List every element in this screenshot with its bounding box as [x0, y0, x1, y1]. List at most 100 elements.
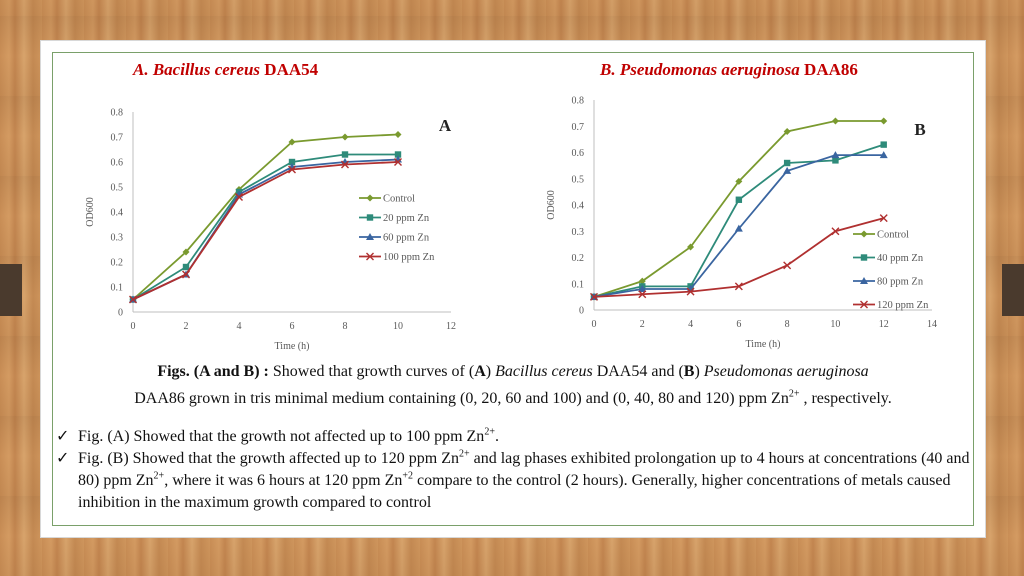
chart-b-legend-marker: [860, 277, 868, 284]
figure-caption: Figs. (A and B) : Showed that growth cur…: [56, 358, 970, 412]
bullet-superscript: 2+: [484, 426, 495, 438]
bullet-item-a: ✓ Fig. (A) Showed that the growth not af…: [56, 426, 970, 448]
chart-a-data-point: [235, 193, 243, 201]
chart-a-data-point: [182, 263, 190, 271]
chart-a-data-point: [288, 158, 296, 166]
chart-b-data-point: [734, 282, 743, 291]
left-edge-tab: [0, 264, 22, 316]
chart-b-y-tick-label: 0.8: [572, 96, 585, 107]
bullet-text: and lag phases exhibited prolongation up…: [78, 450, 970, 489]
chart-a-x-tick-label: 2: [184, 321, 189, 332]
bullet-text-b: Fig. (B) Showed that the growth affected…: [78, 448, 970, 514]
chart-b-legend-marker-stroke: [860, 300, 868, 309]
chart-b-data-point: [831, 151, 840, 159]
chart-b-data-point: [686, 287, 695, 296]
bullet-text: Fig. (B) Showed that the growth affected…: [78, 450, 459, 467]
caption-b-label: B: [683, 363, 695, 380]
chart-b-data-point: [831, 227, 840, 236]
chart-b-y-tick-label: 0.6: [572, 148, 585, 159]
chart-a-data-point: [341, 160, 349, 169]
chart-b-data-point: [638, 290, 647, 299]
chart-a-data-point: [394, 151, 402, 158]
chart-b-series-line: [593, 143, 884, 298]
chart-a-x-tick-label: 8: [343, 321, 348, 332]
chart-b-x-tick-label: 0: [592, 319, 597, 330]
chart-b-legend-label: 120 ppm Zn: [877, 300, 929, 311]
chart-b-y-tick-label: 0.3: [572, 227, 585, 238]
chart-b-data-point: [638, 277, 646, 285]
bullet-text: , where it was 6 hours at 120 ppm Zn: [164, 472, 403, 489]
chart-b-x-tick-label: 12: [879, 319, 889, 330]
chart-b-data-point-stroke: [831, 227, 840, 236]
bullet-superscript: 2+: [153, 470, 165, 482]
bullet-text-a: Fig. (A) Showed that the growth not affe…: [78, 426, 499, 448]
slide-frame: [52, 52, 974, 526]
chart-a-data-point: [288, 138, 296, 146]
chart-b-y-tick-label: 0.1: [572, 279, 585, 290]
bullet-text: Fig. (A) Showed that the growth not affe…: [78, 428, 485, 445]
chart-b-data-point: [832, 157, 839, 164]
caption-lead: Figs. (A and B) :: [157, 363, 269, 380]
chart-a-data-point-stroke: [394, 158, 402, 166]
checkmark-icon: ✓: [56, 428, 70, 445]
chart-b-x-axis-label: Time (h): [746, 339, 781, 350]
bullet-superscript: 2+: [458, 448, 470, 460]
chart-b-data-point: [783, 128, 791, 135]
chart-b-legend-label: Control: [877, 230, 909, 241]
chart-a-legend-marker: [366, 252, 374, 261]
chart-b-data-point: [879, 151, 888, 159]
chart-b-title-strain: DAA86: [804, 60, 858, 79]
caption-a-label: A: [474, 363, 486, 380]
chart-b-y-tick-label: 0.2: [572, 253, 585, 264]
chart-a-series-line: [132, 133, 399, 301]
chart-a-data-point: [182, 270, 190, 279]
chart-a-x-tick-label: 12: [446, 321, 456, 332]
chart-b-legend-label: 80 ppm Zn: [877, 277, 924, 288]
chart-a-x-tick-label: 4: [237, 321, 242, 332]
chart-a-legend-marker: [366, 214, 374, 221]
chart-b-x-tick-label: 6: [736, 319, 741, 330]
chart-a-data-point: [288, 165, 296, 174]
chart-b-data-point: [735, 177, 743, 185]
chart-b-data-point-stroke: [783, 261, 792, 270]
caption-line-2: DAA86 grown in tris minimal medium conta…: [56, 385, 970, 412]
chart-b-data-point-stroke: [734, 282, 743, 291]
chart-a-y-tick-label: 0.5: [111, 183, 124, 194]
chart-b-data-point-stroke: [590, 292, 598, 301]
chart-b-x-tick-label: 2: [640, 319, 645, 330]
chart-a-data-point: [394, 158, 402, 166]
chart-a-legend-label: 20 ppm Zn: [383, 213, 430, 224]
chart-a-x-tick-label: 6: [290, 321, 295, 332]
chart-b-data-point: [783, 261, 792, 270]
chart-a-y-tick-label: 0.3: [111, 233, 124, 244]
chart-b-legend-label: 40 ppm Zn: [877, 253, 924, 264]
caption-species-b: Pseudomonas aeruginosa: [703, 363, 869, 380]
bullet-text: compare to the control (2 hours). Genera…: [78, 472, 951, 511]
chart-a-title-species: A. Bacillus cereus: [133, 60, 261, 79]
chart-b-panel-letter: B: [914, 120, 925, 139]
chart-b-data-point: [879, 214, 888, 223]
chart-b-y-tick-label: 0.7: [572, 122, 585, 133]
chart-a-data-point-stroke: [235, 193, 243, 201]
chart-a-legend-marker: [366, 233, 374, 240]
chart-a-y-tick-label: 0.4: [111, 208, 124, 219]
chart-a-x-axis-label: Time (h): [275, 341, 310, 352]
chart-b-title: B. Pseudomonas aeruginosa DAA86: [600, 60, 858, 80]
chart-b-data-point: [590, 292, 598, 301]
chart-a-legend-label: 60 ppm Zn: [383, 233, 430, 244]
chart-a-x-tick-label: 10: [393, 321, 403, 332]
chart-a-data-point: [129, 295, 137, 304]
chart-a-y-tick-label: 0.1: [111, 283, 124, 294]
chart-b-x-tick-label: 4: [688, 319, 693, 330]
chart-b-data-point: [735, 196, 743, 203]
chart-a-y-tick-label: 0.2: [111, 258, 124, 269]
caption-superscript: 2+: [788, 388, 800, 400]
chart-b-data-point: [783, 166, 792, 174]
bullet-item-b: ✓ Fig. (B) Showed that the growth affect…: [56, 448, 970, 514]
chart-b-data-point: [783, 159, 791, 167]
chart-b-y-tick-label: 0: [579, 306, 584, 317]
caption-text: ): [694, 363, 704, 380]
chart-a-legend-label: 100 ppm Zn: [383, 252, 435, 263]
chart-b-data-point: [734, 224, 743, 232]
